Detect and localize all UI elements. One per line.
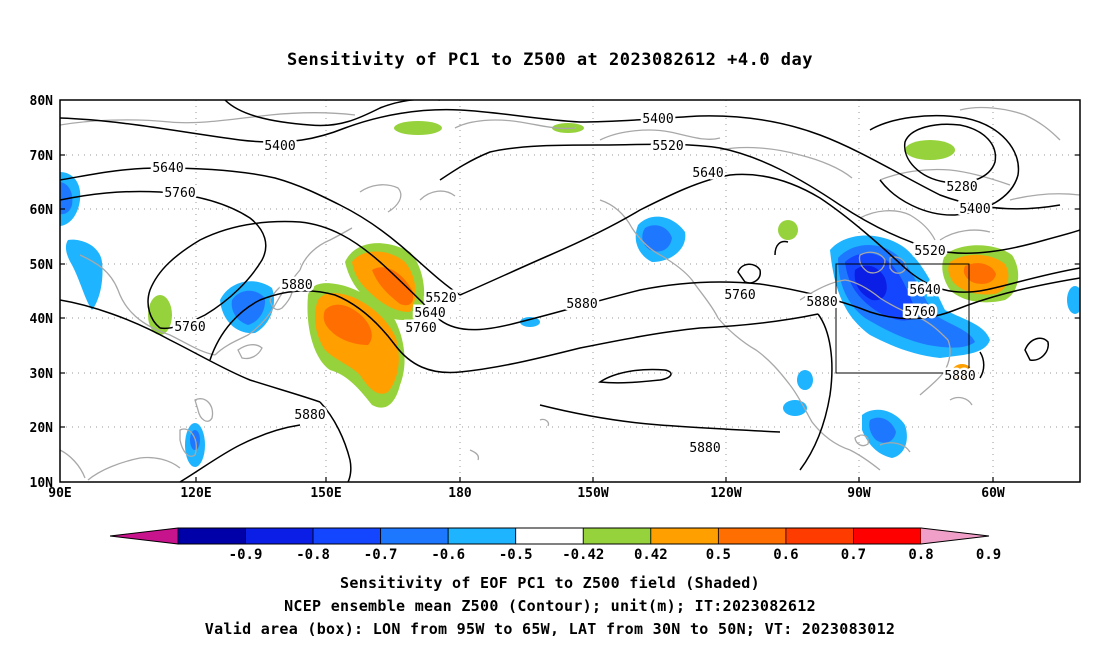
colorbar-cell [380, 527, 449, 545]
lat-label: 60N [30, 203, 54, 218]
lon-label: 120E [180, 486, 211, 501]
z500-contours [60, 100, 1080, 482]
colorbar-label: 0.9 [976, 547, 1001, 563]
lat-label: 20N [30, 421, 54, 436]
contour-label: 5880 [294, 408, 325, 423]
contour-label: 5400 [959, 202, 990, 217]
colorbar-high-end [921, 528, 989, 544]
colorbar-cell [785, 527, 854, 545]
contour-label: 5400 [642, 112, 673, 127]
colorbar-cell [853, 527, 922, 545]
colorbar-cell [177, 527, 246, 545]
colorbar-label: -0.7 [364, 547, 398, 563]
lon-label: 180 [448, 486, 472, 501]
colorbar-label: 0.8 [908, 547, 933, 563]
footer-line-1: Sensitivity of EOF PC1 to Z500 field (Sh… [340, 574, 760, 592]
contour-label: 5640 [152, 161, 183, 176]
map-ticks [60, 154, 1080, 482]
colorbar-cell [447, 527, 517, 545]
contour-label: 5520 [914, 244, 945, 259]
graticule [60, 100, 1080, 482]
contour-label: 5400 [264, 139, 295, 154]
footer-line-3: Valid area (box): LON from 95W to 65W, L… [204, 620, 896, 638]
colorbar-cell [717, 527, 787, 545]
contour-label: 5520 [652, 139, 683, 154]
shaded-sensitivity [60, 121, 1080, 467]
contour-label: 5280 [946, 180, 977, 195]
contour-label: 5760 [405, 321, 436, 336]
contour-label: 5520 [425, 291, 456, 306]
contour-label: 5760 [174, 320, 205, 335]
colorbar-cell [650, 527, 719, 545]
colorbar-label: -0.6 [431, 547, 465, 563]
lat-label: 50N [30, 258, 54, 273]
map-frame [59, 99, 1081, 483]
colorbar-label: 0.5 [706, 547, 731, 563]
contour-label: 5880 [281, 278, 312, 293]
contour-label: 5640 [414, 306, 445, 321]
lat-label: 10N [30, 476, 54, 491]
contour-label: 5880 [944, 369, 975, 384]
lon-label: 150W [577, 486, 608, 501]
lon-label: 90W [847, 486, 871, 501]
colorbar: -0.9 -0.8 -0.7 -0.6 -0.5 -0.42 0.42 0.5 0.6 0.7 0.… [109, 527, 1001, 563]
contour-label: 5760 [164, 186, 195, 201]
colorbar-label: 0.42 [634, 547, 668, 563]
colorbar-label: -0.8 [296, 547, 330, 563]
lat-label: 70N [30, 149, 54, 164]
valid-area-box [835, 263, 970, 374]
longitude-labels: 90E 120E 150E 180 150W 120W 90W 60W [48, 486, 1005, 501]
colorbar-cell [515, 527, 584, 545]
lat-label: 30N [30, 367, 54, 382]
colorbar-label: -0.42 [562, 547, 604, 563]
latitude-labels: 80N 70N 60N 50N 40N 30N 20N 10N [30, 94, 54, 491]
colorbar-cell [245, 527, 314, 545]
lon-label: 150E [310, 486, 341, 501]
contour-labels: 5400 5400 5520 5640 5640 5760 5880 5880 … [150, 110, 993, 459]
lon-label: 120W [710, 486, 741, 501]
contour-label: 5760 [724, 288, 755, 303]
colorbar-low-end [110, 528, 178, 544]
colorbar-cell [582, 527, 652, 545]
contour-label: 5880 [806, 295, 837, 310]
colorbar-label: -0.5 [499, 547, 533, 563]
map-title: Sensitivity of PC1 to Z500 at 2023082612… [286, 50, 813, 70]
contour-label: 5640 [692, 166, 723, 181]
colorbar-label: 0.7 [841, 547, 866, 563]
coastlines [60, 106, 1080, 481]
colorbar-cell [312, 527, 382, 545]
lat-label: 40N [30, 312, 54, 327]
lon-label: 60W [981, 486, 1005, 501]
lon-label: 90E [48, 486, 71, 501]
contour-label: 5880 [689, 441, 720, 456]
footer-line-2: NCEP ensemble mean Z500 (Contour); unit(… [284, 597, 816, 615]
colorbar-label: -0.9 [229, 547, 263, 563]
contour-label: 5880 [566, 297, 597, 312]
lat-label: 80N [30, 94, 54, 109]
contour-label: 5760 [904, 305, 935, 320]
contour-label: 5640 [909, 283, 940, 298]
colorbar-label: 0.6 [773, 547, 798, 563]
